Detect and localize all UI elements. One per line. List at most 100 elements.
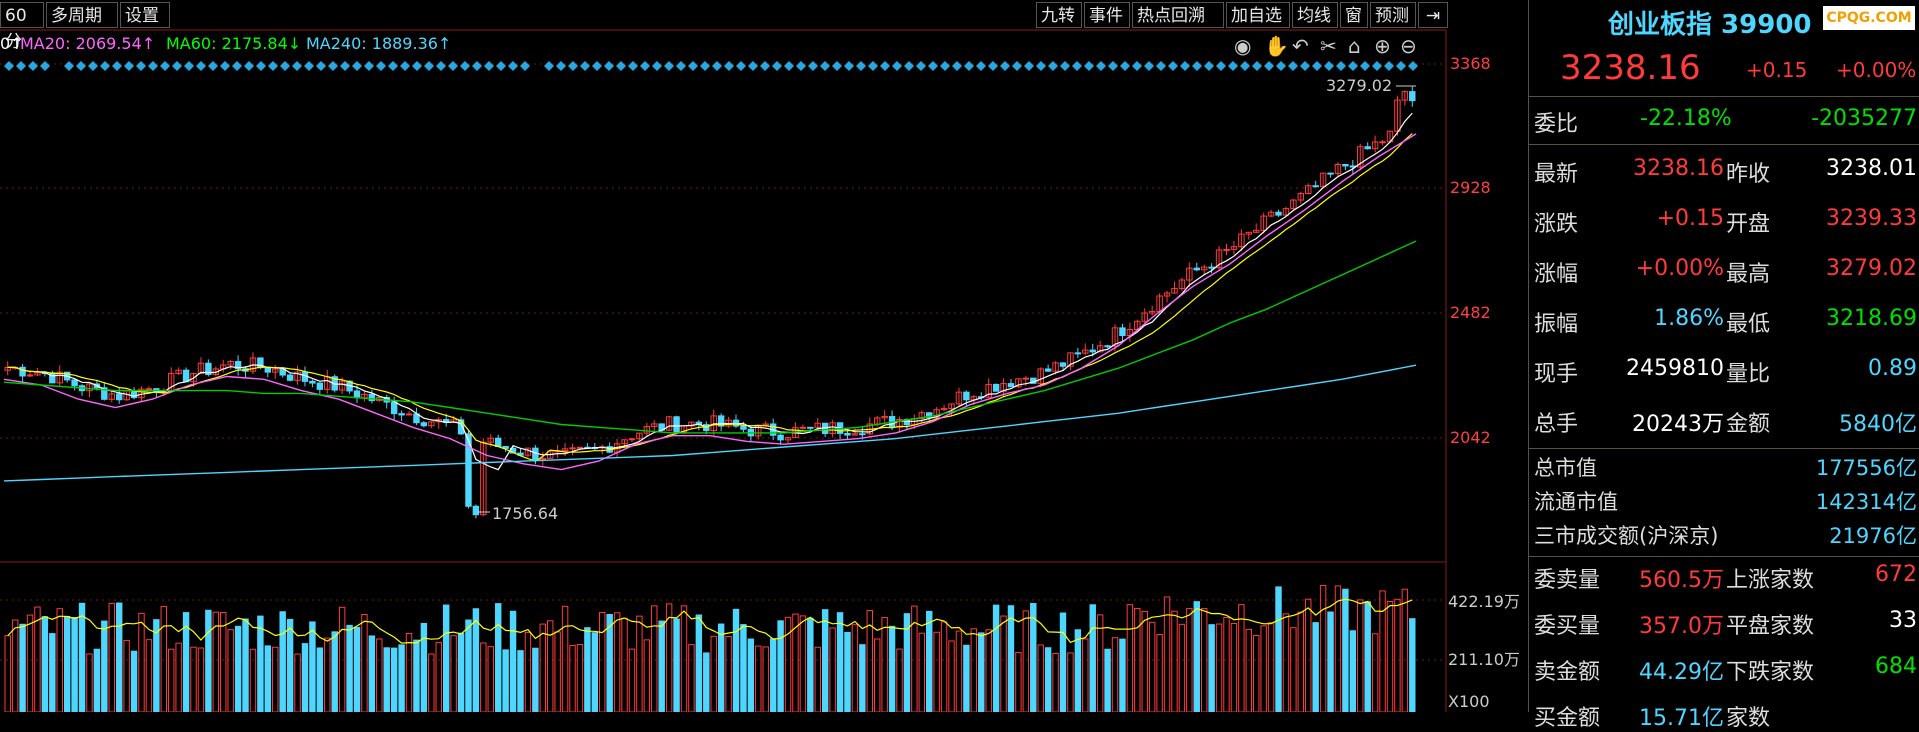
volume-bar (227, 629, 234, 712)
volume-bar (755, 645, 762, 712)
signal-marker (880, 61, 890, 71)
volume-bar (26, 614, 34, 712)
candle-body (1171, 287, 1178, 294)
candle-body (1267, 211, 1275, 217)
signal-marker (940, 61, 950, 71)
volume-bar (1178, 623, 1186, 712)
volume-bar (338, 606, 346, 712)
undo-icon[interactable]: ↶ (1292, 34, 1309, 58)
candle-body (1022, 377, 1030, 380)
volume-bar (1282, 613, 1290, 712)
quote-label: 开盘 (1726, 212, 1771, 237)
volume-bar (494, 603, 502, 712)
volume-bar (1312, 622, 1319, 712)
signal-marker (988, 61, 998, 71)
signal-marker (688, 61, 698, 71)
lock-icon[interactable]: ⌂ (1348, 34, 1361, 58)
scissors-icon[interactable]: ✂ (1320, 34, 1337, 58)
volume-bar (1275, 586, 1282, 712)
signal-marker (1240, 61, 1250, 71)
volume-bar (324, 637, 331, 712)
candle-body (807, 426, 814, 429)
signal-marker (172, 61, 182, 71)
quote-label: 总手 (1534, 412, 1579, 437)
signal-marker (964, 61, 974, 71)
ma5-legend: 0↑ (0, 34, 24, 53)
last-price: 3238.16 (1560, 48, 1701, 88)
candle-body (197, 362, 205, 375)
quote-label: 涨跌 (1534, 212, 1579, 237)
quote-value: 5840亿 (1839, 412, 1917, 437)
volume-bar (1230, 623, 1238, 712)
volume-bar (450, 635, 457, 712)
signal-marker (844, 61, 854, 71)
signal-marker (1156, 61, 1166, 71)
signal-marker (1168, 61, 1178, 71)
signal-marker (472, 61, 482, 71)
zoom-in-icon[interactable]: ⊕ (1374, 34, 1391, 58)
signal-marker (928, 61, 938, 71)
multi-period-button[interactable]: 多周期 (46, 2, 118, 28)
window-button[interactable]: 窗 (1340, 2, 1368, 28)
signal-marker (1096, 61, 1106, 71)
kline-chart[interactable] (0, 0, 1448, 712)
signal-marker (1144, 61, 1154, 71)
candle-body (539, 457, 547, 461)
candle-body (405, 413, 413, 416)
candle-body (1371, 141, 1379, 150)
candle-body (286, 374, 294, 381)
jiuzhuan-button[interactable]: 九转 (1036, 2, 1082, 28)
candle-body (1193, 267, 1200, 271)
ma-lines-button[interactable]: 均线 (1292, 2, 1338, 28)
ma240-legend: MA240: 1889.36↑ (306, 34, 452, 53)
volume-bar (1349, 630, 1357, 712)
signal-marker (268, 61, 278, 71)
candle-body (651, 423, 658, 427)
hotspot-review-button[interactable]: 热点回溯 (1132, 2, 1224, 28)
volume-bar (1319, 584, 1327, 712)
volume-bar (1305, 598, 1312, 712)
volume-bar (331, 631, 338, 712)
candle-body (190, 373, 197, 383)
quote-label: 最高 (1726, 262, 1771, 287)
add-watchlist-button[interactable]: 加自选 (1226, 2, 1290, 28)
collapse-panel-icon[interactable]: ⇥ (1418, 2, 1448, 28)
signal-marker (904, 61, 914, 71)
events-button[interactable]: 事件 (1084, 2, 1130, 28)
candle-body (1275, 211, 1282, 216)
volume-bar (34, 606, 41, 712)
signal-marker (736, 61, 746, 71)
zoom-out-icon[interactable]: ⊖ (1400, 34, 1417, 58)
volume-bar (695, 614, 703, 712)
candle-body (353, 390, 361, 399)
volume-bar (1357, 599, 1364, 712)
volume-bar (1126, 604, 1134, 712)
volume-bar (264, 645, 272, 712)
signal-marker (832, 61, 842, 71)
quote-label: 最低 (1726, 312, 1771, 337)
eye-icon[interactable]: ◉ (1234, 34, 1252, 58)
volume-tick: 422.19万 (1448, 592, 1520, 611)
order-label: 下跌家数 (1726, 660, 1815, 685)
signal-marker (520, 61, 530, 71)
volume-bar (257, 615, 264, 712)
candle-body (926, 412, 933, 419)
hand-icon[interactable]: ✋ (1264, 34, 1289, 58)
quote-value: 3239.33 (1826, 206, 1917, 231)
candle-body (264, 367, 272, 373)
volume-bar (420, 622, 428, 712)
settings-button[interactable]: 设置 (120, 2, 170, 28)
candle-body (205, 362, 212, 375)
candle-body (368, 393, 376, 402)
volume-bar (294, 653, 301, 712)
forecast-button[interactable]: 预测 (1370, 2, 1416, 28)
candle-body (1253, 229, 1260, 233)
signal-marker (1288, 61, 1298, 71)
period-tab[interactable]: 60分 (0, 2, 44, 52)
candle-body (844, 432, 851, 436)
volume-bar (970, 628, 978, 712)
price-tick: 2928 (1450, 178, 1491, 197)
quote-label: 金额 (1726, 412, 1771, 437)
volume-bar (78, 602, 86, 712)
volume-bar (1015, 651, 1022, 712)
